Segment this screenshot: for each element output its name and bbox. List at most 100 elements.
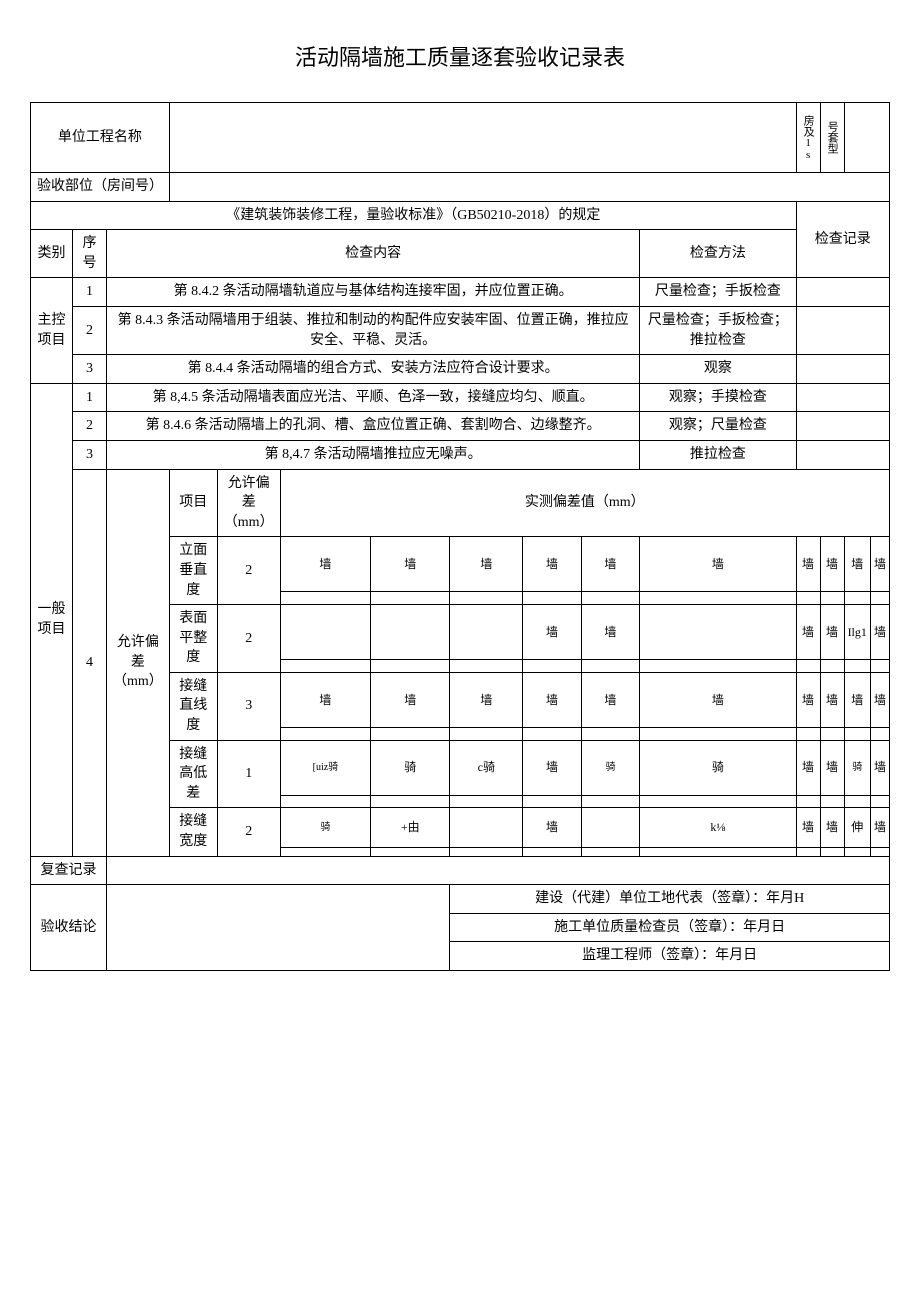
cell: 墙 (844, 537, 870, 592)
cell (581, 592, 639, 605)
cell (796, 847, 820, 856)
cell: 墙 (523, 605, 581, 660)
cell (870, 795, 889, 808)
sig-3: 监理工程师（签章）：年月日 (450, 942, 890, 971)
standard-text: 《建筑装饰装修工程，量验收标准》（GB50210-2018）的规定 (31, 201, 797, 230)
cell (581, 795, 639, 808)
cell: k⅛ (640, 808, 796, 847)
cell (523, 592, 581, 605)
cell: 墙 (581, 537, 639, 592)
cell: 墙 (371, 537, 450, 592)
dev-row-2-dev: 2 (217, 605, 280, 673)
cell (371, 795, 450, 808)
dev-seq: 4 (73, 469, 107, 856)
cell: 墙 (796, 672, 820, 727)
cell: 墙 (280, 537, 371, 592)
dev-row-1-dev: 2 (217, 537, 280, 605)
cell: 骑 (581, 740, 639, 795)
th-method: 检查方法 (640, 230, 796, 278)
cell (870, 847, 889, 856)
cell (523, 795, 581, 808)
th-category: 类别 (31, 230, 73, 278)
cell (280, 592, 371, 605)
cell (844, 847, 870, 856)
cell (523, 847, 581, 856)
main-seq-3: 3 (73, 355, 107, 384)
cell: 墙 (870, 605, 889, 660)
location-label: 验收部位（房间号） (31, 173, 170, 202)
cell (371, 847, 450, 856)
dev-row-3-dev: 3 (217, 672, 280, 740)
gen-rec-3 (796, 440, 889, 469)
conclusion-value (107, 885, 450, 971)
cell: 墙 (640, 537, 796, 592)
cell (844, 660, 870, 673)
cell: 骑 (280, 808, 371, 847)
cell: 墙 (450, 672, 523, 727)
cell (844, 728, 870, 741)
room-label-1: 房及1s (796, 103, 820, 173)
cell (523, 728, 581, 741)
project-name-label: 单位工程名称 (31, 103, 170, 173)
gen-seq-1: 1 (73, 383, 107, 412)
cell: 伸 (844, 808, 870, 847)
cell: 墙 (523, 537, 581, 592)
location-value (169, 173, 889, 202)
cell (371, 605, 450, 660)
cell: 墙 (820, 537, 844, 592)
cell (844, 795, 870, 808)
cell (796, 660, 820, 673)
cell (870, 660, 889, 673)
cell (280, 795, 371, 808)
cell (371, 728, 450, 741)
gen-seq-3: 3 (73, 440, 107, 469)
cell (640, 660, 796, 673)
cell (581, 847, 639, 856)
cell: 墙 (523, 740, 581, 795)
cell: Ilg1 (844, 605, 870, 660)
cell (870, 728, 889, 741)
gen-content-2: 第 8.4.6 条活动隔墙上的孔洞、槽、盒应位置正确、套割吻合、边缘整齐。 (107, 412, 640, 441)
cell: 墙 (581, 605, 639, 660)
dev-dev-header: 允许偏差（mm） (217, 469, 280, 537)
room-label-2: 号套型 (820, 103, 844, 173)
main-content-1: 第 8.4.2 条活动隔墙轨道应与基体结构连接牢固，并应位置正确。 (107, 278, 640, 307)
sig-2: 施工单位质量检查员（签章）：年月日 (450, 913, 890, 942)
cell (640, 728, 796, 741)
gen-method-3: 推拉检查 (640, 440, 796, 469)
record-label: 检查记录 (796, 201, 889, 278)
cell: 墙 (796, 740, 820, 795)
cell (450, 660, 523, 673)
cell (796, 728, 820, 741)
cell (796, 795, 820, 808)
cell (581, 808, 639, 847)
recheck-label: 复查记录 (31, 856, 107, 885)
gen-rec-2 (796, 412, 889, 441)
cell: 墙 (581, 672, 639, 727)
dev-item-header: 项目 (169, 469, 217, 537)
main-method-1: 尺量检查；手扳检查 (640, 278, 796, 307)
cell: 墙 (870, 808, 889, 847)
cell: 墙 (820, 740, 844, 795)
cell (820, 847, 844, 856)
cell: 墙 (796, 808, 820, 847)
cell (640, 605, 796, 660)
room-value (844, 103, 889, 173)
cell (450, 592, 523, 605)
cell (280, 605, 371, 660)
dev-row-1-name: 立面垂直度 (169, 537, 217, 605)
main-seq-2: 2 (73, 306, 107, 354)
inspection-table: 单位工程名称 房及1s 号套型 验收部位（房间号） 《建筑装饰装修工程，量验收标… (30, 102, 890, 971)
cell (820, 592, 844, 605)
cell (450, 847, 523, 856)
cell: 墙 (796, 605, 820, 660)
project-name-value (169, 103, 796, 173)
cell: 墙 (820, 672, 844, 727)
dev-row-5-name: 接缝宽度 (169, 808, 217, 856)
cell: 墙 (844, 672, 870, 727)
cell: 墙 (870, 537, 889, 592)
main-seq-1: 1 (73, 278, 107, 307)
main-rec-1 (796, 278, 889, 307)
page-title: 活动隔墙施工质量逐套验收记录表 (30, 40, 890, 72)
dev-row-4-name: 接缝高低差 (169, 740, 217, 808)
